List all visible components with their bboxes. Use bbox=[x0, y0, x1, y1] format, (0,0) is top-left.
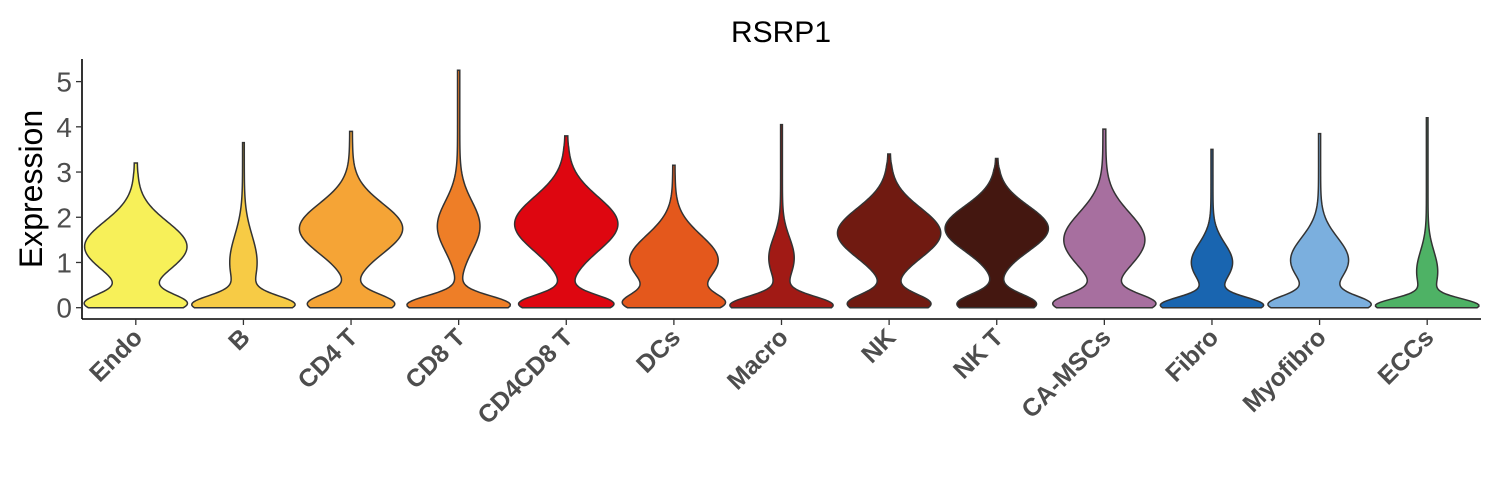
y-tick-label: 3 bbox=[56, 157, 72, 188]
y-tick-label: 0 bbox=[56, 293, 72, 324]
violin-eccs bbox=[1374, 117, 1480, 309]
violin-cd4cd8-t bbox=[513, 135, 619, 309]
x-tick-label: CA-MSCs bbox=[1016, 323, 1116, 423]
y-tick-label: 5 bbox=[56, 67, 72, 98]
violin-endo bbox=[83, 162, 189, 309]
violin-b bbox=[191, 141, 296, 309]
y-axis-label: Expression bbox=[13, 110, 49, 268]
x-tick-label: CD8 T bbox=[400, 323, 471, 394]
x-ticks-group: Endo B CD4 T CD8 T CD4CD8 T DCs Macro NK NK T CA-… bbox=[84, 319, 1439, 430]
chart-title: RSRP1 bbox=[731, 16, 831, 49]
violin-dcs bbox=[621, 164, 727, 309]
y-ticks-group: 0 1 2 3 4 5 bbox=[56, 67, 82, 324]
y-tick-label: 2 bbox=[56, 202, 72, 233]
x-tick-label: NK T bbox=[948, 323, 1009, 384]
x-tick-label: Macro bbox=[722, 323, 794, 395]
x-tick-label: NK bbox=[856, 323, 901, 368]
y-tick-label: 1 bbox=[56, 247, 72, 278]
violin-macro bbox=[729, 123, 834, 309]
x-tick-label: Endo bbox=[84, 323, 148, 387]
x-tick-label: B bbox=[223, 323, 256, 356]
violin-cd8-t bbox=[406, 69, 512, 309]
violin-nk-t bbox=[944, 157, 1050, 309]
violin-myofibro bbox=[1267, 132, 1373, 309]
x-tick-label: ECCs bbox=[1372, 323, 1439, 390]
x-tick-label: DCs bbox=[631, 323, 686, 378]
violin-nk bbox=[836, 153, 942, 309]
violins-group bbox=[83, 69, 1480, 309]
x-tick-label: Fibro bbox=[1160, 323, 1224, 387]
violin-cd4-t bbox=[298, 130, 404, 309]
violin-fibro bbox=[1159, 148, 1265, 309]
x-tick-label: CD4CD8 T bbox=[472, 323, 578, 429]
violin-ca-mscs bbox=[1051, 128, 1157, 309]
x-tick-label: CD4 T bbox=[292, 323, 363, 394]
y-tick-label: 4 bbox=[56, 112, 72, 143]
x-tick-label: Myofibro bbox=[1237, 323, 1331, 417]
